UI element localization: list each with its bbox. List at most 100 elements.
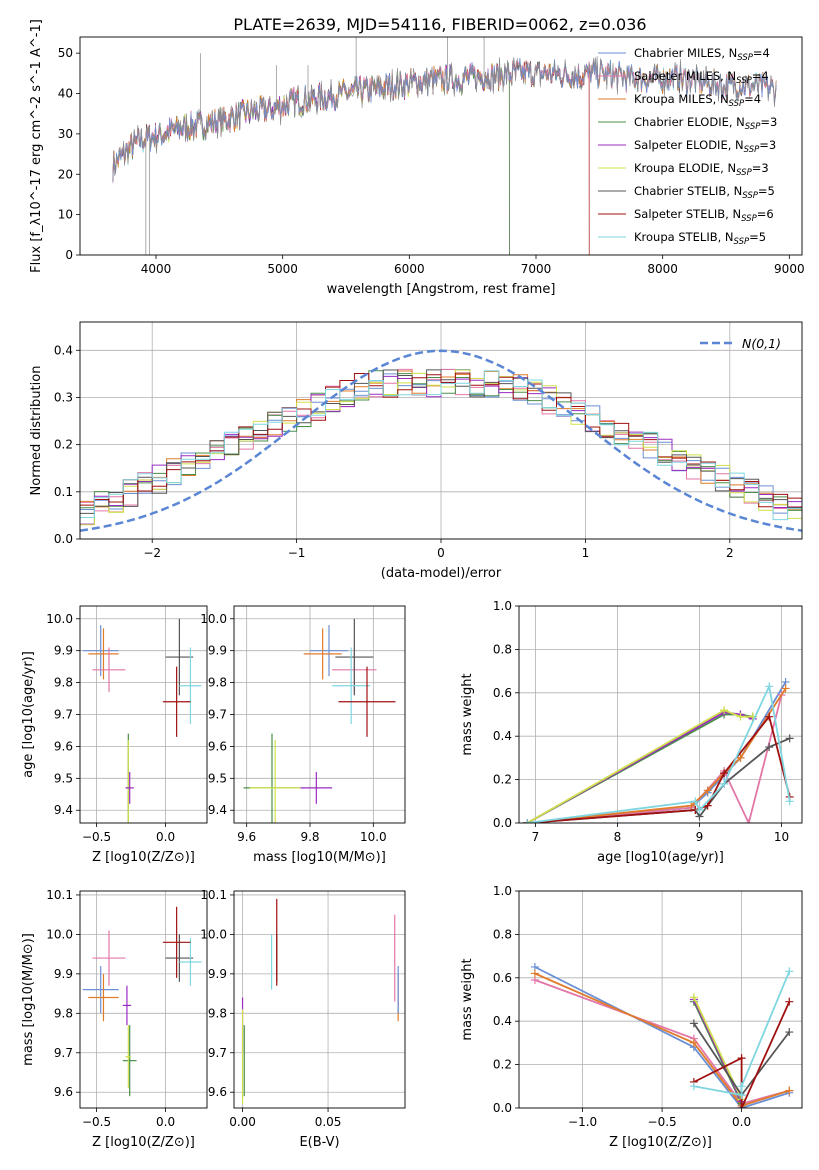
x-tick-label: 7000 <box>521 262 552 276</box>
series-marker <box>765 682 774 691</box>
x-tick-label: 7 <box>532 830 540 844</box>
x-tick-label: −1.0 <box>568 1115 597 1129</box>
series-line <box>534 966 790 1108</box>
panel-mw_vs_age: 7 8 9 10 0.0 0.2 0.4 0.6 0.8 1.0 age [log10(age/yr… <box>460 599 803 865</box>
y-tick-label: 30 <box>58 127 73 141</box>
y-axis-label: Normed distribution <box>29 366 44 496</box>
errorbar-point <box>125 771 134 804</box>
x-axis-label: (data-model)/error <box>381 566 502 581</box>
y-tick-label: 9.9 <box>208 644 227 658</box>
figure-title: PLATE=2639, MJD=54116, FIBERID=0062, z=0… <box>233 15 646 34</box>
series-chabrier-elodie <box>523 710 757 823</box>
series-kroupa-miles <box>530 969 794 1108</box>
x-axis-label: Z [log10(Z/Z⊙)] <box>609 1135 712 1150</box>
x-tick-label: 2 <box>726 546 734 560</box>
y-tick-label: 0.6 <box>493 971 512 985</box>
errorbar-point <box>179 647 202 725</box>
plot-area <box>241 898 399 1105</box>
y-tick-label: 0.3 <box>54 390 73 404</box>
series-line <box>526 711 754 823</box>
y-axis-label: age [log10(age/yr)] <box>21 651 36 778</box>
x-axis-label: mass [log10(M/M⊙)] <box>253 850 386 865</box>
errorbar-point <box>125 1025 132 1089</box>
y-tick-label: 9.6 <box>208 1085 227 1099</box>
series-marker <box>785 997 794 1006</box>
errorbar-point <box>338 666 396 737</box>
legend-label: Chabrier ELODIE, NSSP=3 <box>634 115 777 132</box>
series-marker <box>737 1090 746 1099</box>
y-tick-label: 0.8 <box>493 927 512 941</box>
series-marker <box>703 786 712 795</box>
series-marker <box>695 805 704 814</box>
legend-label: Kroupa ELODIE, NSSP=3 <box>634 161 769 178</box>
errorbar-point <box>88 628 119 680</box>
series-marker <box>785 797 794 806</box>
series-marker <box>703 801 712 810</box>
axes-frame <box>518 605 803 824</box>
series-marker <box>689 1038 698 1047</box>
series-marker <box>720 706 729 715</box>
series-marker <box>785 1028 794 1037</box>
panel-spectrum: 4000 5000 6000 7000 8000 9000 0 10 20 30 40 50 wavel… <box>29 19 805 297</box>
plot-area <box>523 677 794 823</box>
y-tick-label: 9.8 <box>54 676 73 690</box>
series-marker <box>689 1019 698 1028</box>
x-tick-label: 6000 <box>394 262 425 276</box>
errorbar-point <box>162 666 191 737</box>
y-tick-label: 0.4 <box>493 1014 512 1028</box>
y-tick-label: 0.0 <box>493 1101 512 1115</box>
panels: 4000 5000 6000 7000 8000 900001020304050wavel… <box>21 19 805 1150</box>
x-tick-label: 0.0 <box>732 1115 751 1129</box>
y-tick-label: 1.0 <box>493 599 512 613</box>
errorbar-point <box>300 771 333 804</box>
x-tick-label: −1 <box>288 546 306 560</box>
axes-frame <box>233 890 406 1109</box>
legend-label: Chabrier STELIB, NSSP=5 <box>634 184 775 201</box>
y-tick-label: 0 <box>65 248 73 262</box>
y-tick-label: 9.8 <box>54 1006 73 1020</box>
y-axis-label: mass [log10(M/M⊙)] <box>21 933 36 1066</box>
series-line <box>693 999 743 1102</box>
series-line <box>693 1001 743 1105</box>
y-tick-label: 9.4 <box>208 803 227 817</box>
y-tick-label: 9.5 <box>208 771 227 785</box>
y-tick-label: 9.9 <box>54 967 73 981</box>
gaussian-curve <box>80 349 802 532</box>
y-tick-label: 10.0 <box>200 612 227 626</box>
legend-label: Salpeter STELIB, NSSP=6 <box>634 207 774 224</box>
x-tick-label: 0.05 <box>315 1115 342 1129</box>
y-tick-label: 10.0 <box>46 612 73 626</box>
x-tick-label: 4000 <box>141 262 172 276</box>
y-tick-label: 10 <box>58 208 73 222</box>
y-tick-label: 10.1 <box>200 888 227 902</box>
y-tick-label: 0.4 <box>54 343 73 357</box>
y-tick-label: 9.6 <box>54 739 73 753</box>
series-marker <box>689 1082 698 1091</box>
axes-frame <box>79 605 208 824</box>
series-marker <box>737 1054 746 1063</box>
errorbar-point <box>165 934 194 982</box>
x-tick-label: 0 <box>437 546 445 560</box>
y-tick-label: 0.2 <box>493 773 512 787</box>
legend: Chabrier MILES, NSSP=4 Salpeter MILES, NS… <box>598 46 777 247</box>
x-tick-label: −0.5 <box>82 1115 111 1129</box>
x-axis-label: wavelength [Angstrom, rest frame] <box>327 282 556 297</box>
plot-area <box>82 906 202 1097</box>
series-marker <box>720 779 729 788</box>
series-marker <box>736 753 745 762</box>
x-tick-label: 10 <box>774 830 789 844</box>
axes-frame <box>79 36 803 256</box>
series-kroupa-miles <box>523 684 790 823</box>
x-tick-label: 10.0 <box>360 830 387 844</box>
series-marker <box>691 797 700 806</box>
y-tick-label: 0.0 <box>54 532 73 546</box>
series-line <box>527 683 791 823</box>
x-tick-label: −2 <box>143 546 161 560</box>
x-axis-label: Z [log10(Z/Z⊙)] <box>92 1135 195 1150</box>
series-line <box>527 688 787 823</box>
errorbar-point <box>249 740 301 823</box>
x-tick-label: 1 <box>582 546 590 560</box>
y-tick-label: 10.1 <box>46 888 73 902</box>
y-tick-label: 0.4 <box>493 729 512 743</box>
